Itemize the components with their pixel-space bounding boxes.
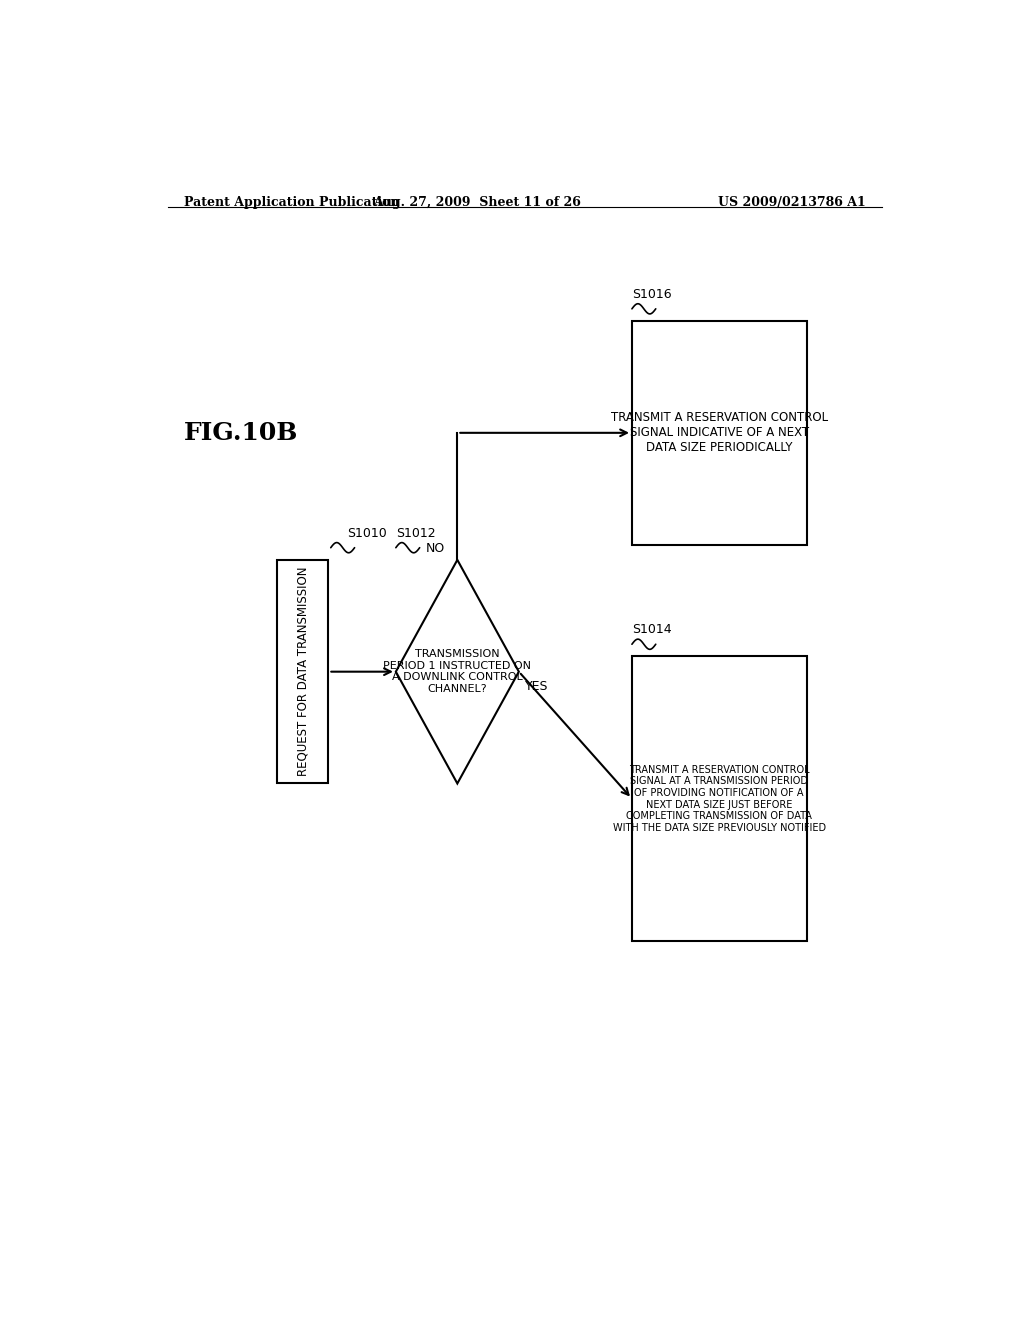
Bar	[276, 560, 329, 784]
Text: Patent Application Publication: Patent Application Publication	[183, 195, 399, 209]
Text: S1012: S1012	[396, 527, 435, 540]
Text: YES: YES	[525, 680, 549, 693]
Bar	[632, 321, 807, 545]
Text: REQUEST FOR DATA TRANSMISSION: REQUEST FOR DATA TRANSMISSION	[296, 566, 309, 776]
Text: S1010: S1010	[347, 527, 386, 540]
Polygon shape	[396, 560, 519, 784]
Text: US 2009/0213786 A1: US 2009/0213786 A1	[718, 195, 866, 209]
Bar	[632, 656, 807, 941]
Text: Aug. 27, 2009  Sheet 11 of 26: Aug. 27, 2009 Sheet 11 of 26	[373, 195, 582, 209]
Text: NO: NO	[426, 541, 445, 554]
Text: TRANSMIT A RESERVATION CONTROL
SIGNAL INDICATIVE OF A NEXT
DATA SIZE PERIODICALL: TRANSMIT A RESERVATION CONTROL SIGNAL IN…	[610, 412, 827, 454]
Text: S1014: S1014	[632, 623, 672, 636]
Text: FIG.10B: FIG.10B	[183, 421, 298, 445]
Text: TRANSMIT A RESERVATION CONTROL
SIGNAL AT A TRANSMISSION PERIOD
OF PROVIDING NOTI: TRANSMIT A RESERVATION CONTROL SIGNAL AT…	[612, 764, 825, 833]
Text: TRANSMISSION
PERIOD 1 INSTRUCTED ON
A DOWNLINK CONTROL
CHANNEL?: TRANSMISSION PERIOD 1 INSTRUCTED ON A DO…	[383, 649, 531, 694]
Text: S1016: S1016	[632, 288, 672, 301]
